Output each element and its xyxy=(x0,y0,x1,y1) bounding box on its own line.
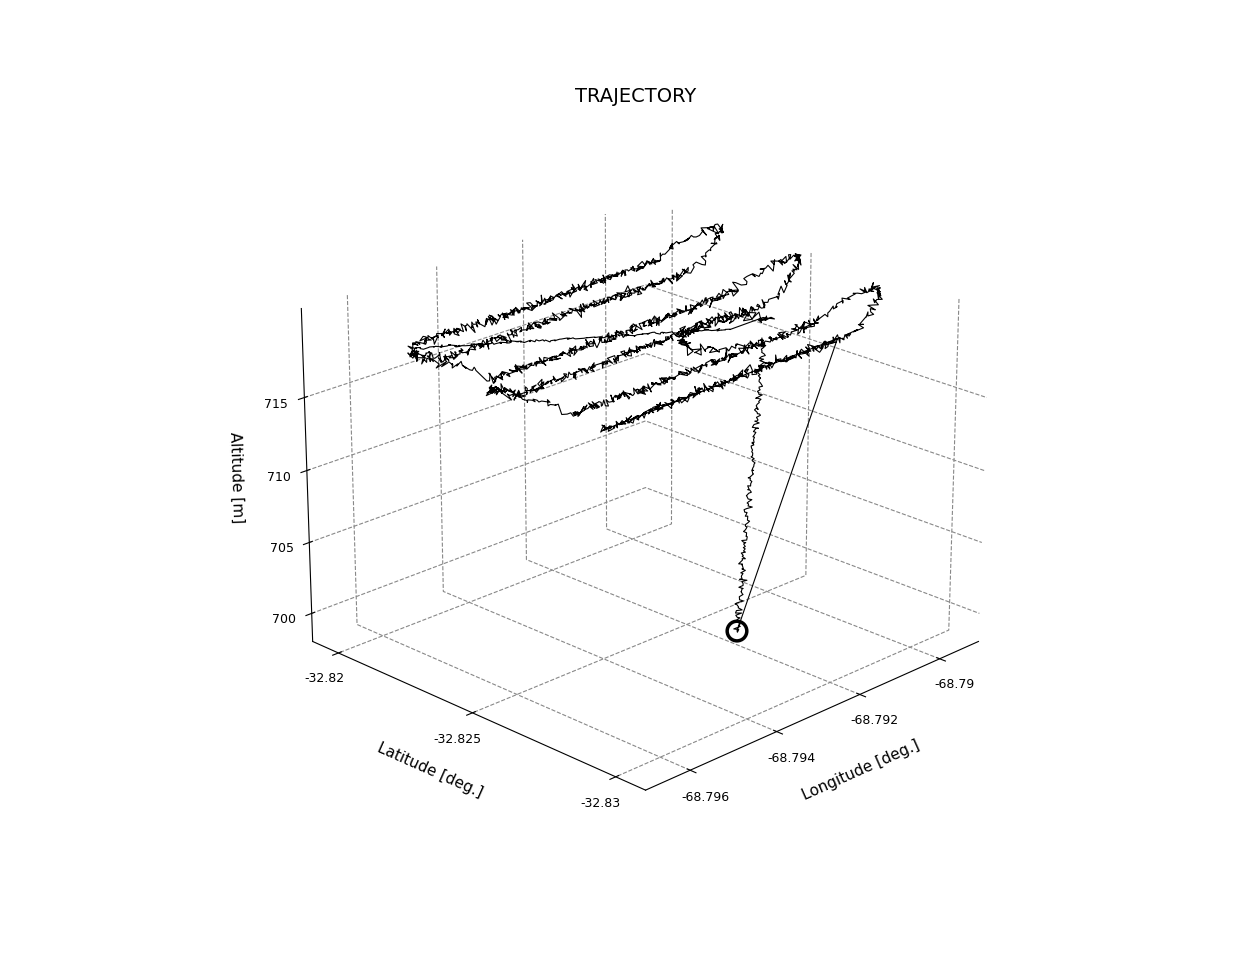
Title: TRAJECTORY: TRAJECTORY xyxy=(575,87,696,106)
X-axis label: Longitude [deg.]: Longitude [deg.] xyxy=(800,737,921,803)
Y-axis label: Latitude [deg.]: Latitude [deg.] xyxy=(376,740,485,800)
